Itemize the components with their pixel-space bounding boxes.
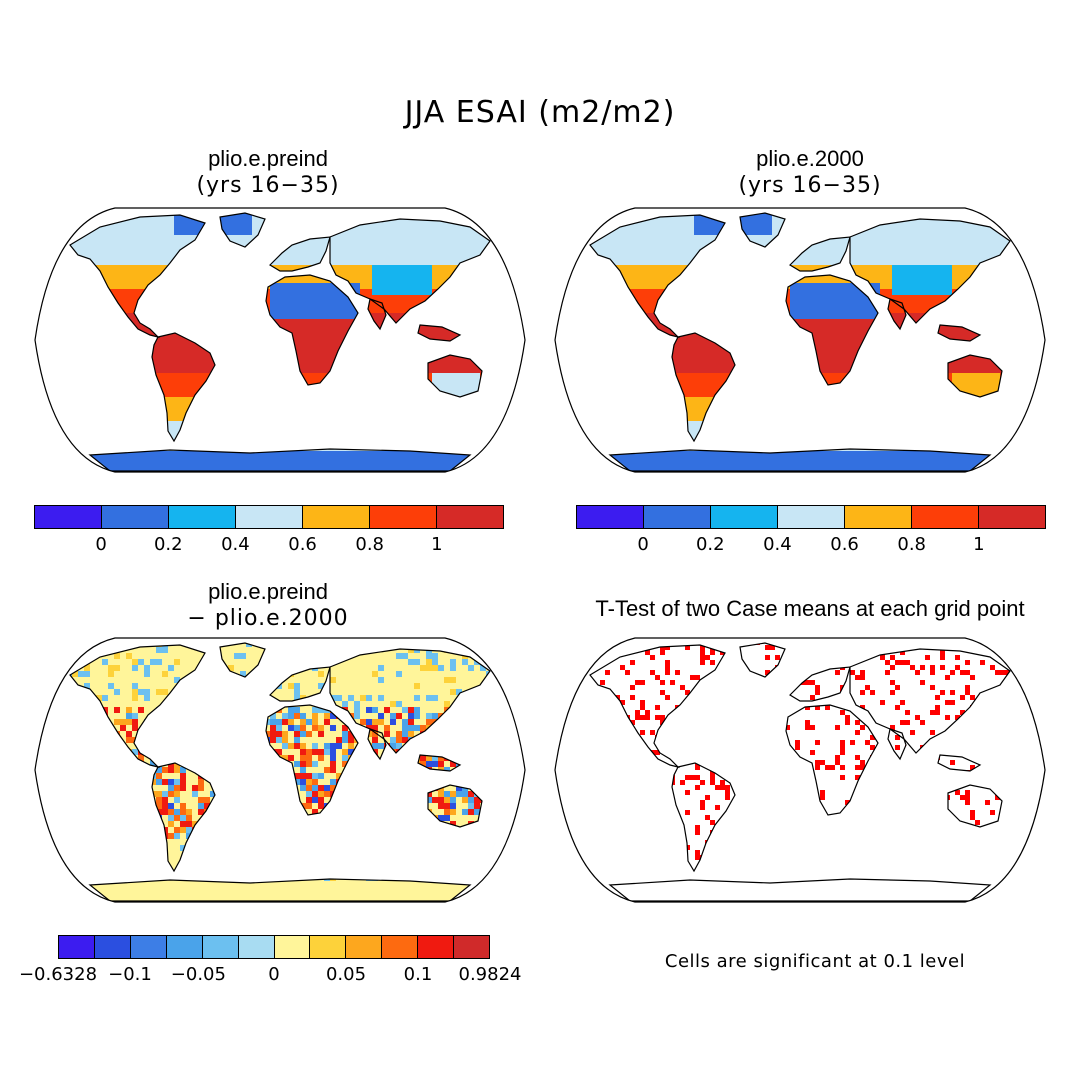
colorbar-3-swatch [346, 936, 383, 958]
panel-1-subtitle: (yrs 16−35) [196, 173, 340, 198]
colorbar-1-swatch [370, 506, 437, 528]
colorbar-1-swatch [102, 506, 169, 528]
colorbar-2-swatch [778, 506, 845, 528]
colorbar-1-swatch [303, 506, 370, 528]
colorbar-1-tick-label: 1 [431, 534, 443, 555]
colorbar-1-swatch [236, 506, 303, 528]
map-plio-e-2000 [554, 207, 1046, 473]
colorbar-3-swatch [166, 936, 203, 958]
colorbar-3-swatch [94, 936, 131, 958]
colorbar-3-swatch [59, 936, 95, 958]
colorbar-3-swatch [238, 936, 275, 958]
colorbar-1-tick-label: 0.6 [288, 534, 317, 555]
colorbar-1-swatch [169, 506, 236, 528]
map-plio-e-preind [34, 207, 526, 473]
colorbar-3-tick-label: 0.9824 [458, 964, 522, 985]
colorbar-3-tick-label: 0.1 [403, 964, 433, 985]
colorbar-panel-1 [34, 505, 504, 529]
figure-title: JJA ESAI (m2/m2) [404, 95, 676, 130]
map-t-test-significance [554, 637, 1046, 903]
colorbar-2-swatch [644, 506, 711, 528]
colorbar-3-swatch [418, 936, 455, 958]
colorbar-panel-3-ticks: −0.6328 −0.1 −0.05 0 0.05 0.1 0.9824 [19, 964, 522, 988]
panel-2-title: plio.e.2000 [756, 146, 864, 171]
colorbar-panel-1-ticks: 0 0.2 0.4 0.6 0.8 1 [34, 534, 504, 558]
colorbar-2-swatch [912, 506, 979, 528]
colorbar-3-swatch [130, 936, 167, 958]
colorbar-2-swatch [711, 506, 778, 528]
panel-2-subtitle: (yrs 16−35) [738, 173, 882, 198]
colorbar-3-swatch [202, 936, 239, 958]
colorbar-3-tick-label: −0.1 [108, 964, 152, 985]
colorbar-1-swatch [437, 506, 503, 528]
colorbar-3-swatch [454, 936, 490, 958]
colorbar-1-tick-label: 0.2 [153, 534, 183, 555]
colorbar-2-swatch [845, 506, 912, 528]
significance-footnote: Cells are significant at 0.1 level [664, 951, 966, 972]
colorbar-2-tick-label: 0.8 [897, 534, 927, 555]
colorbar-2-tick-label: 0 [637, 534, 649, 555]
colorbar-3-tick-label: 0.05 [325, 964, 367, 985]
colorbar-3-swatch [310, 936, 347, 958]
colorbar-2-swatch [577, 506, 644, 528]
colorbar-3-tick-label: −0.6328 [18, 964, 98, 985]
colorbar-2-tick-label: 1 [973, 534, 985, 555]
colorbar-panel-2 [576, 505, 1046, 529]
colorbar-2-tick-label: 0.2 [695, 534, 725, 555]
colorbar-panel-2-ticks: 0 0.2 0.4 0.6 0.8 1 [576, 534, 1046, 558]
colorbar-panel-3 [58, 935, 490, 959]
colorbar-1-tick-label: 0.4 [221, 534, 250, 555]
panel-4-title: T-Test of two Case means at each grid po… [595, 596, 1025, 621]
map-difference [34, 637, 526, 903]
colorbar-2-tick-label: 0.6 [830, 534, 859, 555]
panel-3-title: plio.e.preind [208, 579, 328, 604]
colorbar-3-swatch [274, 936, 311, 958]
colorbar-3-tick-label: 0 [268, 964, 280, 985]
colorbar-1-tick-label: 0.8 [355, 534, 385, 555]
panel-1-title: plio.e.preind [208, 146, 328, 171]
colorbar-1-swatch [35, 506, 102, 528]
colorbar-3-tick-label: −0.05 [170, 964, 226, 985]
colorbar-3-swatch [382, 936, 419, 958]
colorbar-2-swatch [979, 506, 1045, 528]
colorbar-2-tick-label: 0.4 [763, 534, 792, 555]
panel-3-subtitle: − plio.e.2000 [187, 606, 349, 631]
colorbar-1-tick-label: 0 [95, 534, 107, 555]
